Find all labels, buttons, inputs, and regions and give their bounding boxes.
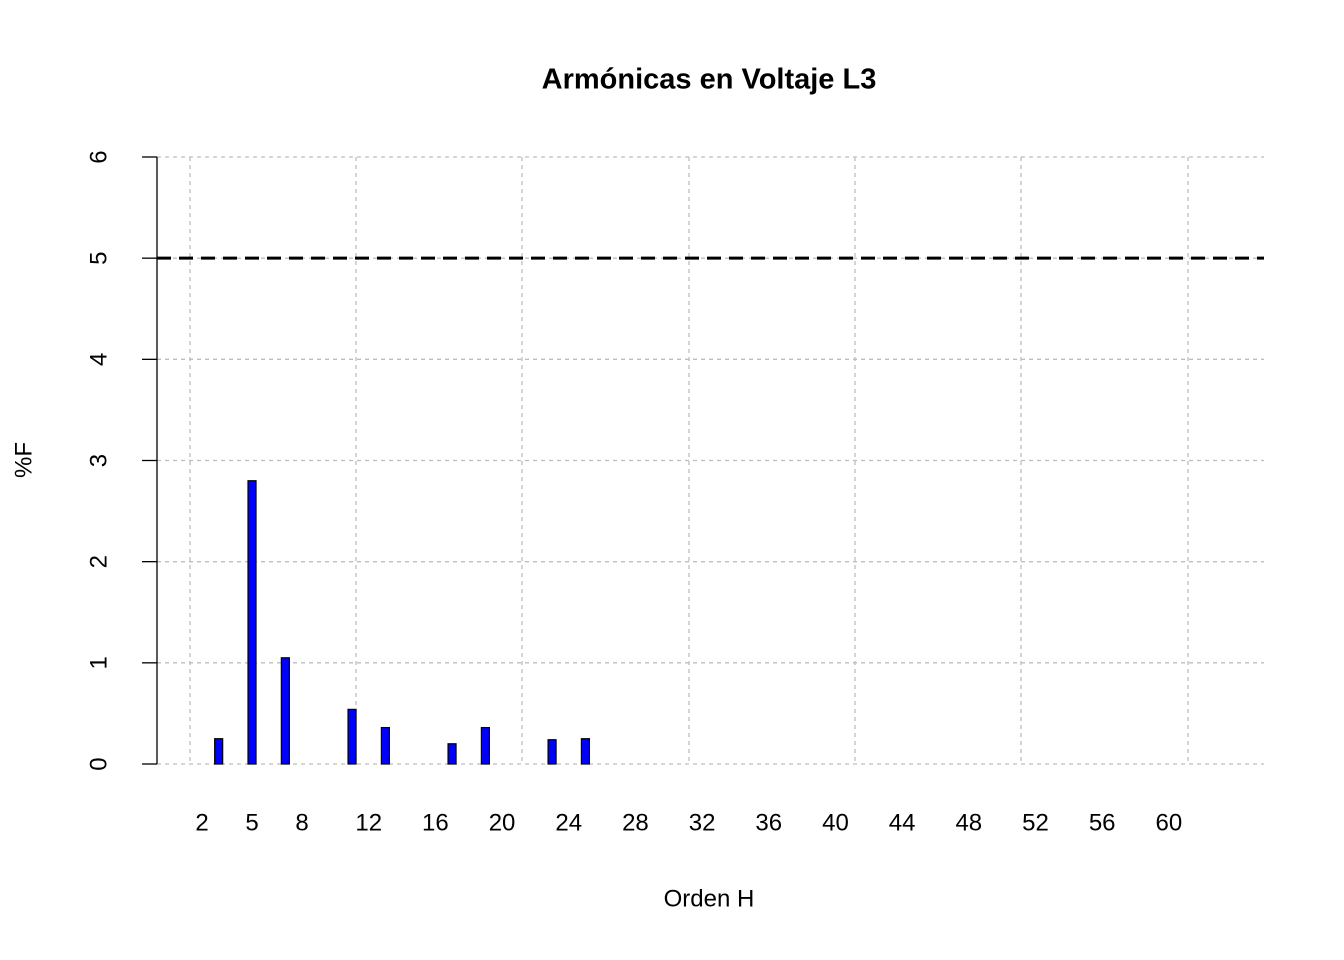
- x-tick-label: 56: [1089, 809, 1116, 836]
- y-axis-label: %F: [10, 442, 37, 478]
- x-tick-label: 20: [489, 809, 516, 836]
- x-tick-label: 8: [295, 809, 308, 836]
- y-tick-label: 5: [85, 251, 112, 264]
- bar: [247, 480, 257, 765]
- bar: [380, 726, 390, 765]
- x-tick-label: 28: [622, 809, 649, 836]
- x-tick-label: 24: [555, 809, 582, 836]
- bar: [547, 739, 557, 765]
- y-tick-label: 3: [85, 454, 112, 467]
- x-tick-label: 52: [1022, 809, 1049, 836]
- x-tick-label: 5: [245, 809, 258, 836]
- x-tick-label: 48: [955, 809, 982, 836]
- bar: [347, 708, 357, 765]
- y-tick-label: 6: [85, 150, 112, 163]
- x-tick-label: 16: [422, 809, 449, 836]
- bar: [280, 657, 290, 765]
- x-axis-label: Orden H: [664, 885, 755, 912]
- x-tick-label: 32: [689, 809, 716, 836]
- y-tick-label: 2: [85, 555, 112, 568]
- y-tick-label: 4: [85, 353, 112, 366]
- bar: [480, 726, 490, 765]
- x-tick-label: 12: [355, 809, 382, 836]
- bar: [447, 743, 457, 765]
- x-tick-label: 44: [889, 809, 916, 836]
- bar: [580, 738, 591, 765]
- x-tick-label: 36: [755, 809, 782, 836]
- y-tick-label: 0: [85, 757, 112, 770]
- bar: [214, 738, 224, 765]
- y-tick-label: 1: [85, 656, 112, 669]
- chart-title: Armónicas en Voltaje L3: [542, 64, 877, 96]
- x-tick-label: 60: [1156, 809, 1183, 836]
- x-tick-label: 40: [822, 809, 849, 836]
- x-tick-label: 2: [195, 809, 208, 836]
